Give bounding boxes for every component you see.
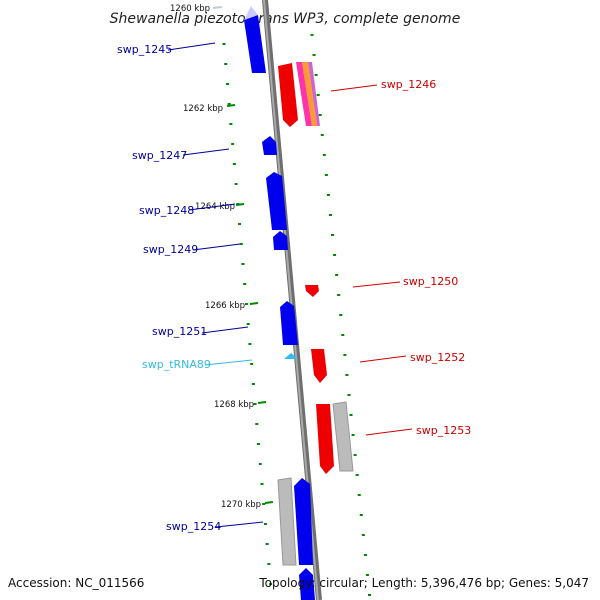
gene-label-swp_1250[interactable]: swp_1250 [403,275,458,288]
label-leader [330,84,378,92]
gene-label-swp_1254[interactable]: swp_1254 [166,520,221,533]
scale-label: 1266 kbp [205,301,245,311]
gene-stripe [302,62,317,126]
gene-stripe [308,62,320,126]
label-leader [204,359,253,366]
scale-label: 1270 kbp [221,500,261,510]
gene-arrow-swp_1246[interactable] [278,63,298,127]
scale-tick [249,302,259,305]
genome-summary: Topology: circular; Length: 5,396,476 bp… [258,576,589,590]
accession-text: Accession: NC_011566 [8,576,144,590]
gene-arrow-swp_1245[interactable] [244,15,266,73]
gene-label-swp_1247[interactable]: swp_1247 [132,149,187,162]
gene-arrow-swp_1249[interactable] [273,231,288,250]
gene-arrow-swp_1250[interactable] [305,285,319,297]
scale-label: 1260 kbp [170,4,210,14]
gene-label-swp_1251[interactable]: swp_1251 [152,325,207,338]
label-leader [215,521,264,528]
gene-label-swp_1253[interactable]: swp_1253 [416,424,471,437]
scale-tick [257,401,267,404]
label-leader [352,281,401,288]
gene-labels: swp_1245 swp_1246 swp_1247 swp_1248 swp_… [117,42,471,533]
gene-arrow-swp_1247[interactable] [262,136,277,155]
map-title: Shewanella piezotolerans WP3, complete g… [110,11,461,27]
gene-arrow-swp_1248[interactable] [266,172,287,230]
scale-label: 1268 kbp [214,400,254,410]
pseudo-gene[interactable] [277,477,297,566]
gene-arrow-swp_1254[interactable] [294,478,313,565]
label-leader [182,148,230,156]
gene-features [244,6,354,600]
label-leader [188,203,236,211]
gene-label-swp_1252[interactable]: swp_1252 [410,351,465,364]
pseudo-gene[interactable] [332,401,354,472]
gene-arrow-tip [244,6,258,20]
label-leader [192,243,241,251]
gene-label-swp_1249[interactable]: swp_1249 [143,243,198,256]
scale-tracks [222,34,371,596]
scale-label: 1262 kbp [183,104,223,114]
gene-label-swp_tRNA89[interactable]: swp_tRNA89 [142,358,211,371]
gene-arrow-swp_1251[interactable] [280,301,298,345]
gene-label-swp_1248[interactable]: swp_1248 [139,204,194,217]
scale-tick [226,104,236,107]
label-leader [201,326,249,334]
gene-stripe [296,62,312,126]
label-leader [359,355,407,363]
gene-arrow-next [299,568,315,600]
scale-tick [212,6,223,9]
gene-arrow-swp_1252[interactable] [311,349,327,383]
label-leader [167,42,216,51]
scale-tick [235,203,245,206]
gene-label-swp_1246[interactable]: swp_1246 [381,78,436,91]
scale-label-group: 1260 kbp 1262 kbp 1264 kbp 1266 kbp 1268… [170,4,274,510]
scale-tick [264,501,274,504]
label-leader [365,428,413,436]
gene-arrow-swp_1253[interactable] [316,404,334,474]
gene-arrow-swp_tRNA89[interactable] [284,353,298,359]
gene-label-swp_1245[interactable]: swp_1245 [117,43,172,56]
